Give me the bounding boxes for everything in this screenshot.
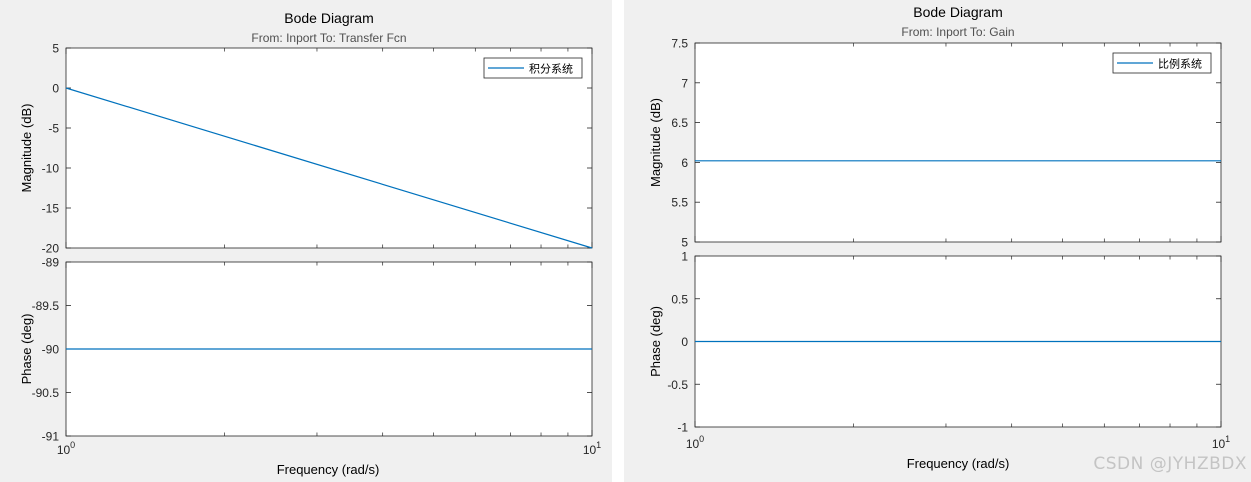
magnitude-ytick-label: 5.5: [671, 196, 688, 210]
magnitude-ytick-label: 5: [681, 236, 688, 250]
phase-ytick-label: 0: [681, 335, 688, 349]
magnitude-ytick-label: 0: [52, 82, 59, 96]
phase-ytick-label: -90.5: [32, 386, 60, 400]
phase-ytick-label: -0.5: [667, 378, 688, 392]
legend-box: [1112, 52, 1212, 74]
chart-subtitle: From: Inport To: Gain: [901, 25, 1014, 39]
chart-xlabel: Frequency (rad/s): [907, 456, 1010, 471]
magnitude-ytick-label: 5: [52, 42, 59, 56]
xtick-label: 100: [57, 440, 75, 457]
magnitude-ylabel: Magnitude (dB): [19, 104, 34, 193]
magnitude-axes-box: [694, 42, 1222, 243]
chart-title: Bode Diagram: [284, 10, 374, 26]
phase-ytick-label: -91: [42, 430, 60, 444]
magnitude-ytick-label: -15: [42, 202, 60, 216]
watermark-text: CSDN @JYHZBDX: [1093, 454, 1247, 474]
legend-box: [483, 57, 583, 79]
phase-ytick-label: -90: [42, 343, 60, 357]
bode-chart-integral: Bode Diagram From: Inport To: Transfer Fc…: [19, 10, 601, 477]
chart-title: Bode Diagram: [913, 4, 1003, 20]
phase-ytick-label: -89: [42, 256, 60, 270]
phase-ylabel: Phase (deg): [648, 306, 663, 377]
magnitude-ylabel: Magnitude (dB): [648, 98, 663, 187]
magnitude-ytick-label: 6.5: [671, 116, 688, 130]
magnitude-ytick-label: -20: [42, 242, 60, 256]
chart-xlabel: Frequency (rad/s): [277, 462, 380, 477]
xtick-label: 100: [686, 434, 704, 451]
legend: 比例系统: [1112, 52, 1212, 74]
bode-chart-proportional: Bode Diagram From: Inport To: Gain 7.5 7 6.5…: [648, 4, 1230, 471]
magnitude-ytick-label: 7: [681, 76, 688, 90]
legend: 积分系统: [483, 57, 583, 79]
bode-panel-integral: Bode Diagram From: Inport To: Transfer Fc…: [0, 0, 612, 482]
phase-ytick-label: 0.5: [671, 292, 688, 306]
magnitude-ytick-label: -10: [42, 162, 60, 176]
xtick-label: 101: [1212, 434, 1230, 451]
magnitude-series-line: [65, 87, 593, 249]
bode-panel-proportional: Bode Diagram From: Inport To: Gain 7.5 7 6.5…: [624, 0, 1251, 482]
phase-ylabel: Phase (deg): [19, 314, 34, 385]
chart-subtitle: From: Inport To: Transfer Fcn: [251, 31, 406, 45]
magnitude-ytick-label: 7.5: [671, 37, 688, 51]
magnitude-ytick-label: 6: [681, 156, 688, 170]
magnitude-ytick-label: -5: [48, 122, 59, 136]
phase-ytick-label: -89.5: [32, 299, 60, 313]
phase-ytick-label: -1: [677, 421, 688, 435]
legend-entry: 比例系统: [1158, 57, 1202, 71]
legend-entry: 积分系统: [529, 63, 573, 76]
phase-ytick-label: 1: [681, 250, 688, 264]
xtick-label: 101: [583, 440, 601, 457]
magnitude-axes-box: [65, 47, 593, 249]
